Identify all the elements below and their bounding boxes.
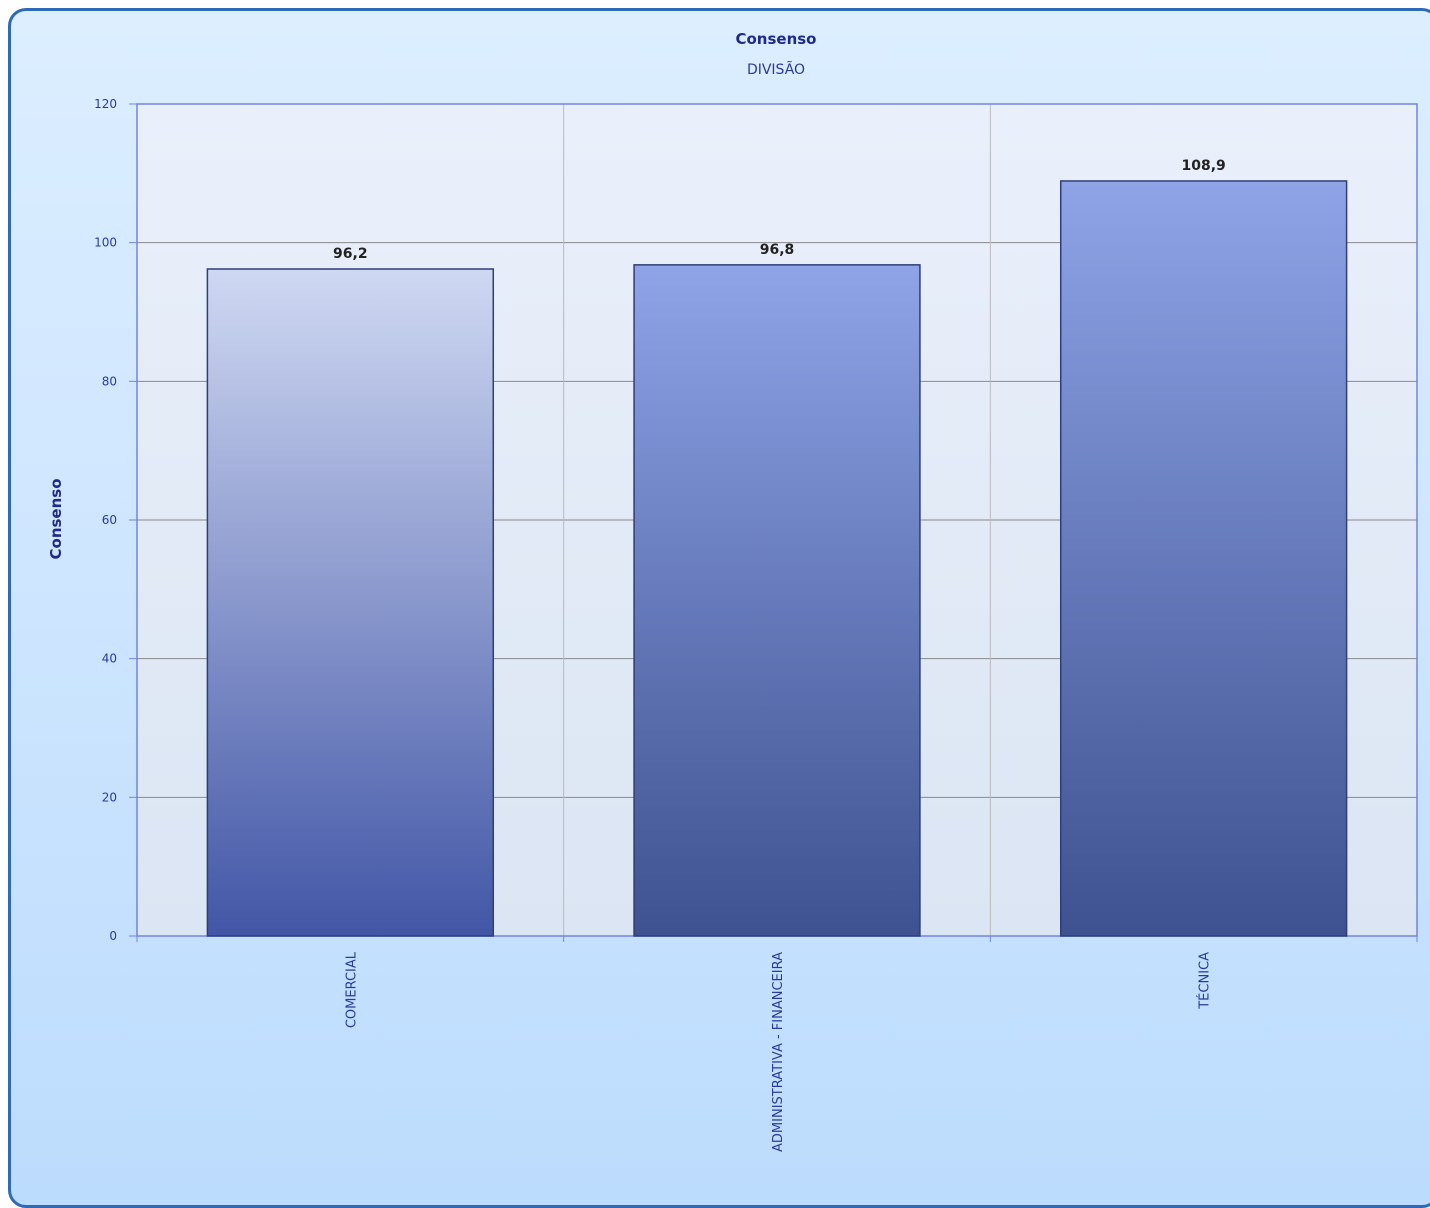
data-label: 96,8 bbox=[760, 242, 795, 258]
x-tick-label: COMERCIAL bbox=[344, 951, 359, 1028]
x-tick-label: ADMINISTRATIVA - FINANCEIRA bbox=[771, 952, 786, 1152]
y-axis-label: Consenso bbox=[47, 478, 65, 559]
chart-frame: Consenso DIVISÃO Consenso 0 20 40 60 80 100 12… bbox=[8, 8, 1430, 1208]
bar-comercial bbox=[206, 268, 495, 937]
y-tick-label: 60 bbox=[102, 513, 117, 527]
y-tick-label: 100 bbox=[94, 236, 117, 250]
y-tick-label: 20 bbox=[102, 790, 117, 804]
plot-area: 0 20 40 60 80 100 120 96,2 COMERCIAL 96,8 ADMINIST… bbox=[94, 97, 1418, 1152]
chart-subtitle: DIVISÃO bbox=[747, 61, 805, 78]
y-tick-label: 40 bbox=[102, 652, 117, 666]
bar-administrativa-financeira bbox=[633, 264, 921, 937]
y-tick-label: 120 bbox=[94, 97, 117, 111]
bar-t-cnica bbox=[1059, 180, 1348, 937]
bar-chart: Consenso DIVISÃO Consenso 0 20 40 60 80 100 12… bbox=[47, 30, 1418, 1152]
chart-title: Consenso bbox=[735, 30, 816, 48]
y-tick-label: 80 bbox=[102, 374, 117, 388]
x-tick-label: TÉCNICA bbox=[1197, 952, 1213, 1010]
data-label: 96,2 bbox=[333, 246, 368, 262]
y-tick-label: 0 bbox=[109, 929, 117, 943]
data-label: 108,9 bbox=[1182, 158, 1226, 174]
